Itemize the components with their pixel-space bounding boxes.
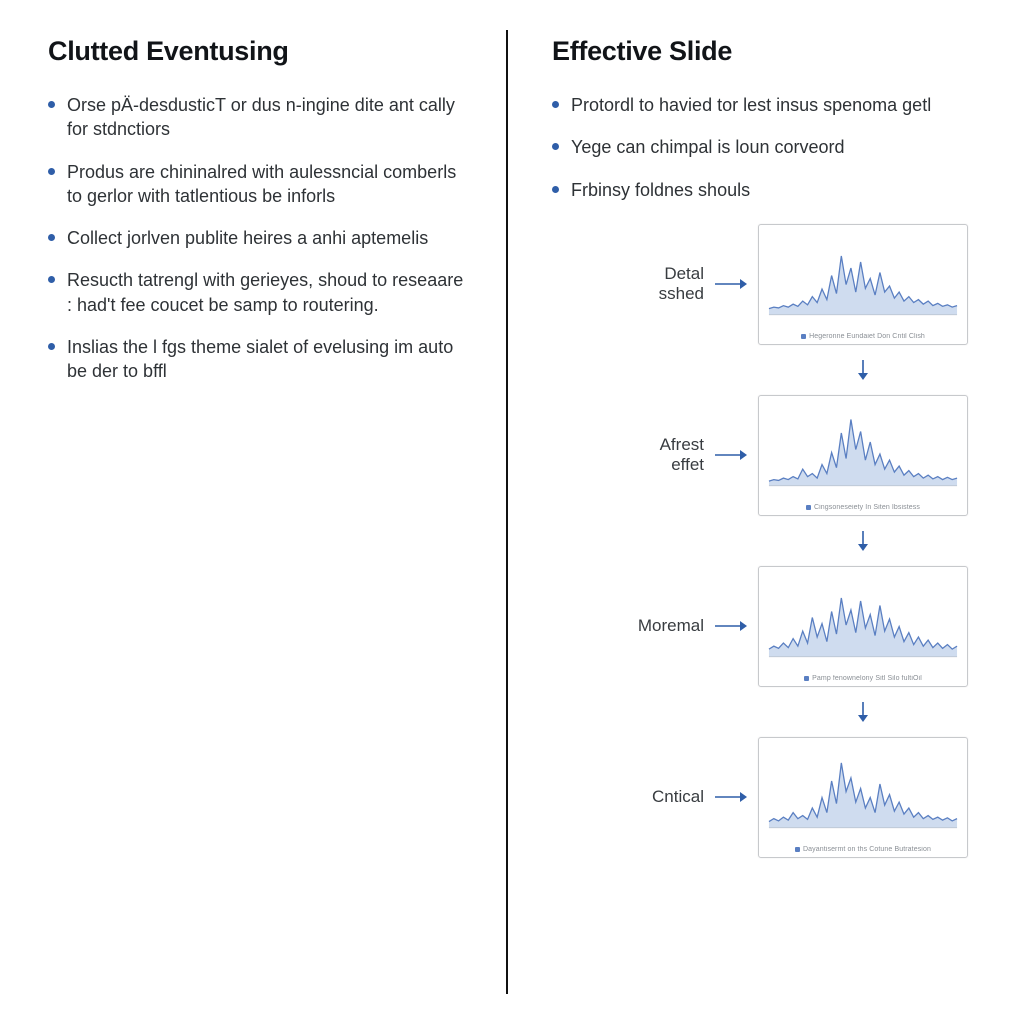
right-bullet-list: Protordl to havied tor lest insus spenom… [552,93,976,202]
chart-row: Afresteffet Cingsoneseiety In Siten Ibsis… [552,395,968,516]
flow-connector [552,530,968,552]
right-column: Effective Slide Protordl to havied tor l… [508,36,976,988]
arrow-right-icon [714,790,748,804]
mini-area-chart [765,744,961,842]
flow-connector [552,701,968,723]
mini-area-chart [765,573,961,671]
bullet-text: Yege can chimpal is loun corveord [571,135,845,159]
chart-card: Cingsoneseiety In Siten Ibsistess [758,395,968,516]
bullet-dot-icon [48,234,55,241]
bullet-text: Protordl to havied tor lest insus spenom… [571,93,931,117]
arrow-down-wrap [758,701,968,723]
bullet-text: Inslias the l fgs theme sialet of evelus… [67,335,472,384]
bullet-item: Produs are chininalred with aulessncial … [48,160,472,209]
bullet-item: Orse pÄ-desdusticT or dus n-ingine dite … [48,93,472,142]
legend-dot-icon [801,334,806,339]
bullet-dot-icon [552,186,559,193]
chart-row: Moremal Pamp fenownelony Sitl Silo fultiO… [552,566,968,687]
bullet-text: Frbinsy foldnes shouls [571,178,750,202]
chart-flow: Detalsshed Hegeronne Eundaiet Don Cntil C… [552,224,976,858]
bullet-item: Protordl to havied tor lest insus spenom… [552,93,976,117]
flow-connector [552,359,968,381]
bullet-item: Frbinsy foldnes shouls [552,178,976,202]
chart-label: Detalsshed [614,264,704,305]
mini-area-chart [765,402,961,500]
chart-label: Cntical [614,787,704,807]
bullet-dot-icon [48,168,55,175]
legend-dot-icon [795,847,800,852]
arrow-right-icon [714,619,748,633]
bullet-item: Resucth tatrengl with gerieyes, shoud to… [48,268,472,317]
chart-caption: Dayantisermt on ths Cotune Butratesion [765,846,961,853]
bullet-item: Inslias the l fgs theme sialet of evelus… [48,335,472,384]
chart-caption: Cingsoneseiety In Siten Ibsistess [765,504,961,511]
chart-caption: Hegeronne Eundaiet Don Cntil Clish [765,333,961,340]
arrow-down-icon [856,359,870,381]
bullet-dot-icon [48,101,55,108]
bullet-dot-icon [48,343,55,350]
arrow-down-wrap [758,530,968,552]
chart-caption: Pamp fenownelony Sitl Silo fultiOil [765,675,961,682]
chart-card: Dayantisermt on ths Cotune Butratesion [758,737,968,858]
arrow-down-icon [856,701,870,723]
bullet-text: Produs are chininalred with aulessncial … [67,160,472,209]
arrow-down-icon [856,530,870,552]
bullet-item: Collect jorlven publite heires a anhi ap… [48,226,472,250]
bullet-dot-icon [48,276,55,283]
left-bullet-list: Orse pÄ-desdusticT or dus n-ingine dite … [48,93,472,384]
bullet-text: Collect jorlven publite heires a anhi ap… [67,226,428,250]
chart-label: Moremal [614,616,704,636]
left-column: Clutted Eventusing Orse pÄ-desdusticT or… [48,36,506,988]
right-heading: Effective Slide [552,36,976,67]
bullet-item: Yege can chimpal is loun corveord [552,135,976,159]
chart-card: Hegeronne Eundaiet Don Cntil Clish [758,224,968,345]
chart-card: Pamp fenownelony Sitl Silo fultiOil [758,566,968,687]
bullet-dot-icon [552,143,559,150]
left-heading: Clutted Eventusing [48,36,472,67]
legend-dot-icon [804,676,809,681]
legend-dot-icon [806,505,811,510]
arrow-right-icon [714,448,748,462]
chart-label: Afresteffet [614,435,704,476]
arrow-down-wrap [758,359,968,381]
bullet-text: Resucth tatrengl with gerieyes, shoud to… [67,268,472,317]
bullet-dot-icon [552,101,559,108]
arrow-right-icon [714,277,748,291]
bullet-text: Orse pÄ-desdusticT or dus n-ingine dite … [67,93,472,142]
mini-area-chart [765,231,961,329]
chart-row: Cntical Dayantisermt on ths Cotune Butrat… [552,737,968,858]
chart-row: Detalsshed Hegeronne Eundaiet Don Cntil C… [552,224,968,345]
